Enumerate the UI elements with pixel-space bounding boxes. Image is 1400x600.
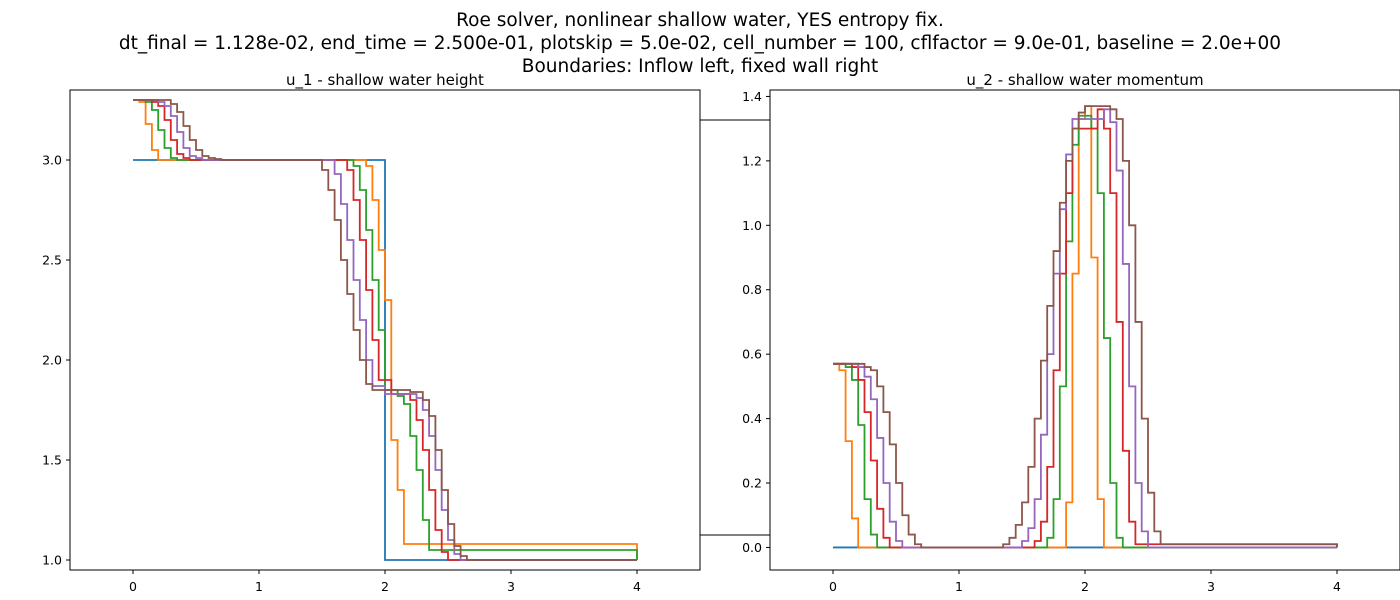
momentum-chart: u_2 - shallow water momentum 0 1 2 3 4 0.0 0.2… [742, 71, 1400, 594]
height-chart-xtick-label-0: 0 [129, 579, 137, 594]
height-chart-ytick-label-4: 3.0 [42, 153, 62, 168]
height-chart-ticks: 0 1 2 3 4 1.0 1.5 2.0 2.5 3.0 [42, 153, 641, 595]
momentum-chart-xtick-label-2: 2 [1081, 579, 1089, 594]
momentum-chart-title: u_2 - shallow water momentum [966, 71, 1203, 90]
height-chart-series-line-2 [133, 99, 638, 560]
momentum-chart-series-line-2 [833, 114, 1337, 549]
momentum-chart-ytick-label-2: 0.4 [742, 411, 762, 426]
momentum-chart-ytick-label-0: 0.0 [742, 540, 762, 555]
height-chart-ytick-label-1: 1.5 [42, 453, 62, 468]
height-chart-ytick-label-0: 1.0 [42, 553, 62, 568]
momentum-chart-ytick-label-4: 0.8 [742, 282, 762, 297]
momentum-chart-xtick-label-3: 3 [1207, 579, 1215, 594]
height-chart-ytick-label-3: 2.5 [42, 253, 62, 268]
height-chart-series-group [133, 99, 638, 561]
momentum-chart-series-line-1 [833, 105, 1337, 549]
height-chart-series-line-5 [133, 99, 637, 561]
figure-title-line-2: dt_final = 1.128e-02, end_time = 2.500e-… [119, 33, 1281, 54]
momentum-chart-ytick-label-5: 1.0 [742, 218, 762, 233]
momentum-chart-ticks: 0 1 2 3 4 0.0 0.2 0.4 0.6 0.8 1.0 1.2 1.4 [742, 89, 1341, 594]
momentum-chart-series-line-5 [833, 105, 1338, 549]
momentum-chart-plot-frame [769, 89, 1400, 571]
height-chart-series-line-4 [133, 99, 637, 561]
height-chart-ytick-label-2: 2.0 [42, 353, 62, 368]
height-chart-title: u_1 - shallow water height [286, 71, 484, 90]
height-chart-series-line-1 [133, 99, 638, 560]
momentum-chart-xtick-label-4: 4 [1333, 579, 1341, 594]
figure-title-line-1: Roe solver, nonlinear shallow water, YES… [456, 10, 944, 31]
momentum-chart-ytick-label-7: 1.4 [742, 89, 762, 104]
height-chart-xtick-label-2: 2 [381, 579, 389, 594]
height-chart-xtick-label-3: 3 [507, 579, 515, 594]
momentum-chart-series-line-4 [833, 108, 1337, 549]
height-chart-xtick-label-1: 1 [255, 579, 263, 594]
height-chart-series-line-3 [133, 99, 637, 561]
momentum-chart-series-line-3 [833, 108, 1338, 549]
momentum-chart-ytick-label-1: 0.2 [742, 476, 762, 491]
figure-title-line-3: Boundaries: Inflow left, fixed wall righ… [522, 56, 878, 77]
momentum-chart-xtick-label-1: 1 [955, 579, 963, 594]
height-chart-xtick-label-4: 4 [633, 579, 641, 594]
momentum-chart-ytick-label-3: 0.6 [742, 347, 762, 362]
height-chart: u_1 - shallow water height 0 1 2 3 4 1.0 1.5 2.… [42, 71, 701, 595]
momentum-chart-series-group [833, 105, 1338, 549]
momentum-chart-xtick-label-0: 0 [829, 579, 837, 594]
momentum-chart-ytick-label-6: 1.2 [742, 153, 762, 168]
